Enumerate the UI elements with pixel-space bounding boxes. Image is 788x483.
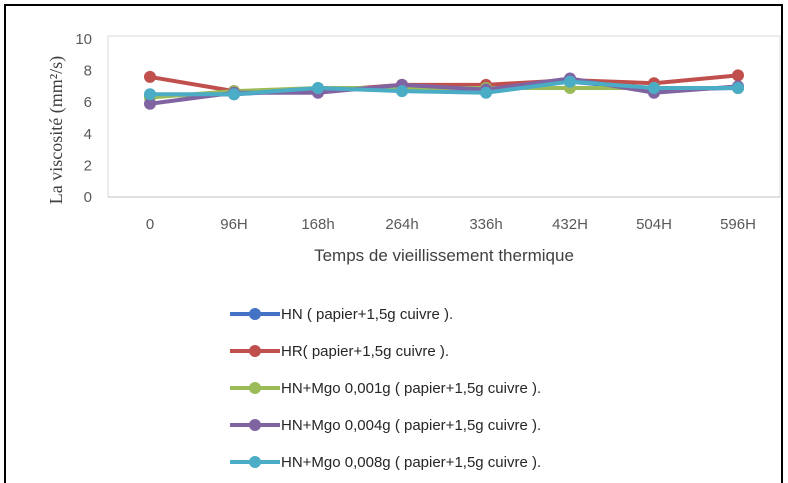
y-tick-label: 0: [84, 189, 92, 206]
x-tick-label: 168h: [301, 216, 334, 233]
x-tick-label: 432H: [552, 216, 588, 233]
series-5: [144, 75, 744, 101]
y-tick-label: 6: [84, 94, 92, 111]
data-point: [144, 97, 156, 110]
x-tick-label: 0: [146, 216, 154, 233]
data-point: [396, 85, 408, 98]
data-point: [228, 88, 240, 101]
legend-marker: [249, 345, 261, 357]
legend-item: HN ( papier+1,5g cuivre ).: [230, 306, 453, 323]
data-point: [144, 70, 156, 83]
y-axis-label: La viscosité (mm²/s): [46, 56, 67, 204]
data-point: [732, 81, 744, 94]
x-tick-label: 336h: [469, 216, 502, 233]
legend: HN ( papier+1,5g cuivre ). HR( papier+1,5…: [230, 306, 541, 471]
legend-item: HN+Mgo 0,001g ( papier+1,5g cuivre ).: [230, 380, 541, 397]
legend-marker: [249, 456, 261, 468]
data-point: [480, 86, 492, 99]
x-tick-label: 596H: [720, 216, 756, 233]
x-tick-label: 96H: [220, 216, 248, 233]
legend-label: HN+Mgo 0,001g ( papier+1,5g cuivre ).: [281, 380, 541, 397]
legend-item: HN+Mgo 0,004g ( papier+1,5g cuivre ).: [230, 417, 541, 434]
legend-item: HN+Mgo 0,008g ( papier+1,5g cuivre ).: [230, 454, 541, 471]
y-tick-label: 10: [75, 31, 92, 48]
y-tick-label: 4: [84, 126, 92, 143]
legend-marker: [249, 308, 261, 320]
legend-marker: [249, 382, 261, 394]
plot-area: [107, 35, 781, 198]
series-line: [150, 79, 738, 97]
y-tick-label: 8: [84, 63, 92, 80]
y-tick-label: 2: [84, 157, 92, 174]
data-point: [732, 69, 744, 82]
legend-item: HR( papier+1,5g cuivre ).: [230, 343, 449, 360]
x-tick-label: 504H: [636, 216, 672, 233]
legend-marker: [249, 419, 261, 431]
data-point: [144, 88, 156, 101]
x-tick-label: 264h: [385, 216, 418, 233]
legend-label: HN+Mgo 0,008g ( papier+1,5g cuivre ).: [281, 454, 541, 471]
chart-frame: [4, 4, 783, 483]
data-point: [312, 81, 324, 94]
data-point: [564, 75, 576, 88]
x-axis-label: Temps de vieillissement thermique: [314, 246, 574, 265]
legend-label: HN ( papier+1,5g cuivre ).: [281, 306, 453, 323]
legend-label: HR( papier+1,5g cuivre ).: [281, 343, 449, 360]
data-point: [648, 81, 660, 94]
legend-label: HN+Mgo 0,004g ( papier+1,5g cuivre ).: [281, 417, 541, 434]
